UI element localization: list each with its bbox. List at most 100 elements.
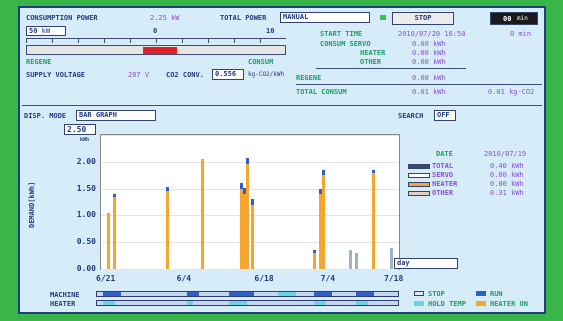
- total-power-label: TOTAL POWER: [220, 14, 267, 22]
- stop-button[interactable]: STOP: [392, 12, 454, 25]
- power-gauge-bar: [26, 45, 286, 55]
- gauge-max-label: 10: [266, 27, 275, 35]
- consum-servo-label: CONSUM SERVO: [320, 40, 371, 48]
- total-co2-value: 0.01 kg-CO2: [488, 88, 535, 96]
- x-tick-label: 6/4: [176, 274, 192, 283]
- heater-timeline-label: HEATER: [50, 300, 76, 308]
- disp-mode-field[interactable]: BAR GRAPH: [76, 110, 156, 121]
- stop-swatch: [414, 291, 424, 296]
- y-tick-label: 1.50: [76, 183, 96, 193]
- gauge-input-unit: kW: [41, 27, 51, 35]
- y-tick-label: 2.00: [76, 156, 96, 166]
- supply-voltage-value: 207 V: [128, 71, 150, 79]
- bar-servo: [239, 183, 243, 189]
- legend-swatch: [408, 173, 430, 178]
- counter-display: 00 min: [490, 12, 538, 25]
- disp-mode-label: DISP. MODE: [24, 112, 67, 120]
- summary-divider: [316, 68, 466, 69]
- chart-gridline: [101, 242, 399, 244]
- gauge-scale-ticks: [26, 38, 286, 44]
- search-toggle[interactable]: OFF: [434, 110, 456, 121]
- legend-label: HEATER: [432, 180, 458, 188]
- timeline-segment: [229, 301, 248, 305]
- timeline-segment: [187, 301, 194, 305]
- heater-timeline: [96, 300, 399, 306]
- stop-key-label: STOP: [428, 290, 445, 298]
- chart-gridline: [101, 188, 399, 190]
- bar-heater: [322, 175, 326, 269]
- supply-voltage-label: SUPPLY VOLTAGE: [26, 71, 86, 79]
- co2-conv-field[interactable]: 0.556: [212, 69, 244, 80]
- bar-heater: [372, 172, 376, 269]
- total-consum-value: 0.01 kWh: [412, 88, 446, 96]
- chart-gridline: [101, 215, 399, 217]
- legend-label: OTHER: [432, 189, 454, 197]
- total-power-mode-field[interactable]: MANUAL: [280, 12, 370, 23]
- start-time-label: START TIME: [320, 30, 363, 38]
- date-value: 2010/07/19: [484, 150, 527, 158]
- status-led-icon: [380, 15, 386, 20]
- gauge-input-field[interactable]: 50 kW: [26, 26, 66, 36]
- hold-temp-swatch: [414, 301, 424, 306]
- timeline-segment: [355, 301, 368, 305]
- chart-ylabel: DEMAND[kWh]: [28, 181, 36, 228]
- legend-value: 0.00 kWh: [490, 171, 524, 179]
- legend-label: TOTAL: [432, 162, 454, 170]
- bar-other: [390, 247, 394, 269]
- x-tick-label: 7/18: [384, 274, 404, 283]
- period-field[interactable]: day: [394, 258, 458, 269]
- bar-heater: [112, 196, 116, 269]
- x-tick-label: 6/21: [96, 274, 116, 283]
- regene-value: 0.00 kWh: [412, 74, 446, 82]
- search-label: SEARCH: [398, 112, 424, 120]
- demand-bar-chart: [100, 134, 400, 270]
- bar-servo: [245, 158, 249, 165]
- bar-servo: [319, 188, 323, 194]
- bar-heater: [239, 188, 243, 269]
- bar-heater: [313, 252, 317, 269]
- chart-gridline: [101, 161, 399, 163]
- bar-heater: [242, 193, 246, 269]
- run-swatch: [476, 291, 486, 296]
- chart-gridline: [101, 135, 399, 136]
- scale-top-field[interactable]: 2.50: [64, 124, 96, 135]
- total-divider: [296, 84, 542, 85]
- bar-other: [354, 252, 358, 269]
- scale-top-unit: kWh: [80, 137, 90, 143]
- gauge-consum-label: CONSUM: [248, 58, 274, 66]
- bar-heater: [106, 212, 110, 269]
- control-screen: CONSUMPTION POWER 2.25 kW TOTAL POWER MA…: [18, 6, 546, 314]
- y-tick-label: 0.50: [76, 237, 96, 247]
- consumption-power-value: 2.25 kW: [150, 14, 180, 22]
- bar-heater: [165, 191, 169, 269]
- start-time-value: 2010/07/20 16:50: [398, 30, 466, 38]
- run-key-label: RUN: [490, 290, 503, 298]
- counter-value: 00: [503, 15, 512, 23]
- other-label: OTHER: [360, 58, 382, 66]
- timeline-segment: [187, 292, 200, 296]
- chart-gridline: [101, 269, 399, 270]
- heater-on-swatch: [476, 301, 486, 306]
- legend-value: 0.31 kWh: [490, 189, 524, 197]
- bar-heater: [201, 159, 205, 269]
- legend-value: 0.00 kWh: [490, 180, 524, 188]
- bar-servo: [372, 169, 376, 173]
- x-tick-label: 7/4: [320, 274, 336, 283]
- regene-label: REGENE: [296, 74, 322, 82]
- heater-on-key-label: HEATER ON: [490, 300, 528, 308]
- heater-label: HEATER: [360, 49, 386, 57]
- legend-swatch: [408, 182, 430, 187]
- bar-servo: [242, 187, 246, 194]
- section-divider: [22, 105, 542, 106]
- elapsed-value: 0 min: [510, 30, 532, 38]
- bar-heater: [251, 204, 255, 269]
- date-label: DATE: [436, 150, 453, 158]
- consumption-power-label: CONSUMPTION POWER: [26, 14, 98, 22]
- timeline-segment: [103, 292, 122, 296]
- timeline-segment: [313, 301, 326, 305]
- total-consum-label: TOTAL CONSUM: [296, 88, 347, 96]
- bar-servo: [322, 169, 326, 176]
- heater-value: 0.00 kWh: [412, 49, 446, 57]
- timeline-segment: [313, 292, 332, 296]
- timeline-segment: [229, 292, 254, 296]
